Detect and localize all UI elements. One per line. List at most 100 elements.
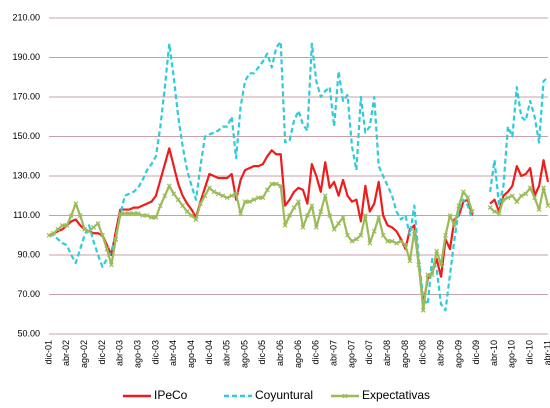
marker (407, 258, 413, 264)
marker (411, 228, 417, 234)
marker (376, 215, 382, 220)
marker (532, 195, 538, 201)
marker (184, 209, 190, 214)
y-tick-label: 150.00 (12, 131, 40, 141)
marker (536, 207, 542, 212)
marker (309, 203, 315, 209)
marker (403, 242, 408, 248)
x-tick-label: abr-10 (489, 340, 499, 366)
y-tick-label: 130.00 (12, 170, 40, 180)
marker (175, 197, 181, 203)
marker (255, 195, 261, 201)
x-tick-label: dic-09 (471, 340, 481, 365)
y-tick-label: 50.00 (17, 328, 40, 338)
marker (140, 213, 145, 218)
marker (362, 213, 368, 218)
x-tick-label: abr-03 (115, 340, 125, 366)
marker (180, 203, 186, 209)
marker (220, 193, 226, 199)
marker (492, 209, 497, 214)
x-tick-label: dic-02 (97, 340, 107, 365)
marker (264, 187, 270, 193)
marker (238, 211, 244, 216)
marker (77, 213, 83, 218)
marker (273, 181, 279, 187)
marker (340, 215, 346, 220)
marker (438, 262, 444, 268)
marker (452, 222, 457, 228)
marker (465, 195, 471, 201)
marker (269, 181, 275, 187)
x-tick-label: dic-06 (311, 340, 321, 365)
x-tick-label: ago-04 (186, 340, 196, 368)
marker (358, 232, 364, 238)
marker (514, 199, 520, 205)
marker (527, 185, 533, 191)
x-tick-label: dic-01 (43, 340, 53, 365)
marker (496, 211, 502, 216)
marker (73, 201, 79, 207)
marker (282, 222, 288, 228)
marker (251, 197, 257, 203)
series-line (48, 147, 550, 306)
x-tick-label: ago-09 (453, 340, 463, 368)
marker (233, 191, 239, 197)
x-tick-label: dic-04 (204, 340, 214, 365)
marker (371, 228, 377, 234)
legend-label: Expectativas (362, 388, 430, 402)
marker (541, 185, 546, 191)
marker (206, 185, 212, 191)
marker (304, 213, 310, 218)
marker (91, 224, 96, 230)
y-tick-label: 90.00 (17, 249, 40, 259)
y-tick-label: 70.00 (17, 289, 40, 299)
marker (131, 211, 137, 216)
marker (425, 272, 431, 278)
marker (46, 232, 52, 238)
y-tick-label: 210.00 (12, 12, 40, 22)
marker (394, 240, 399, 246)
marker (166, 183, 172, 189)
legend-marker (342, 393, 348, 399)
x-tick-label: dic-10 (525, 340, 535, 365)
x-tick-label: ago-08 (400, 340, 410, 368)
x-tick-label: dic-05 (257, 340, 267, 365)
marker (215, 191, 221, 197)
x-tick-label: abr-11 (542, 340, 550, 365)
marker (505, 195, 511, 201)
marker (349, 238, 355, 244)
y-tick-label: 170.00 (12, 91, 40, 101)
marker (429, 272, 435, 278)
marker (469, 209, 475, 214)
x-tick-label: dic-07 (364, 340, 374, 365)
marker (523, 191, 529, 197)
marker (380, 232, 386, 238)
x-tick-label: ago-07 (346, 340, 356, 368)
x-tick-label: ago-03 (132, 340, 142, 368)
y-tick-label: 110.00 (13, 210, 40, 220)
marker (193, 217, 199, 222)
marker (86, 228, 92, 234)
marker (144, 213, 150, 218)
x-tick-label: abr-07 (329, 340, 339, 366)
marker (287, 213, 293, 218)
x-tick-label: abr-06 (275, 340, 285, 366)
marker (318, 209, 324, 214)
marker (278, 183, 284, 189)
x-tick-label: dic-03 (150, 340, 160, 365)
marker (322, 193, 328, 199)
x-tick-label: abr-09 (435, 340, 445, 366)
marker (501, 197, 506, 203)
x-tick-label: ago-06 (293, 340, 303, 368)
marker (353, 236, 359, 242)
marker (434, 248, 440, 254)
marker (135, 211, 141, 216)
marker (385, 238, 391, 244)
legend-label: IPeCo (154, 388, 188, 402)
marker (331, 226, 337, 232)
y-tick-label: 190.00 (12, 52, 40, 62)
marker (242, 199, 248, 205)
marker (313, 224, 319, 230)
marker (291, 205, 297, 211)
marker (189, 213, 194, 218)
